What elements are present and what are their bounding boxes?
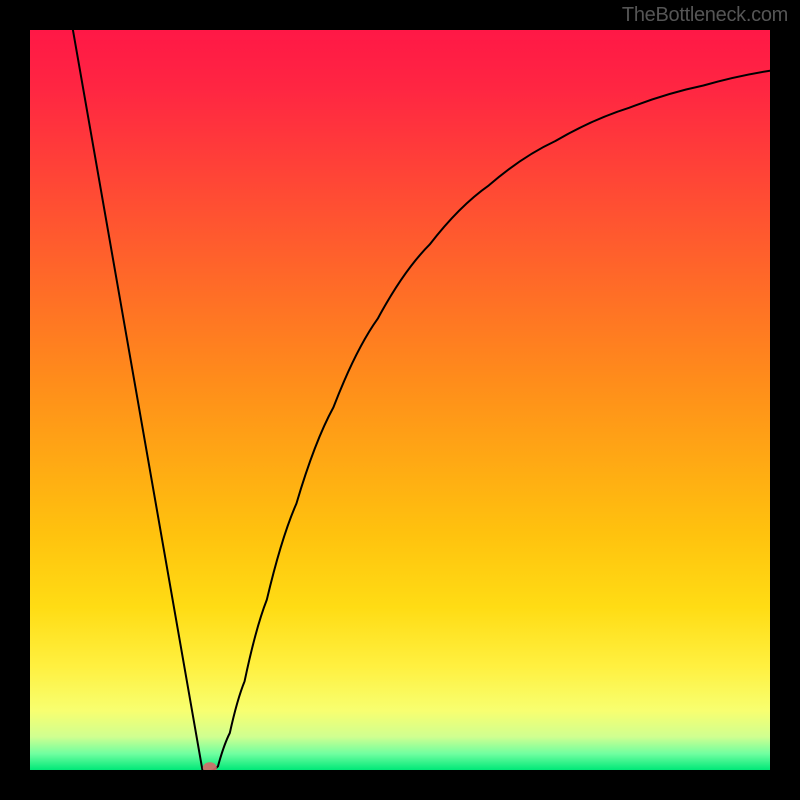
watermark-text: TheBottleneck.com	[622, 4, 788, 27]
bottleneck-chart	[30, 30, 770, 770]
plot-area	[30, 30, 770, 770]
gradient-background	[30, 30, 770, 770]
